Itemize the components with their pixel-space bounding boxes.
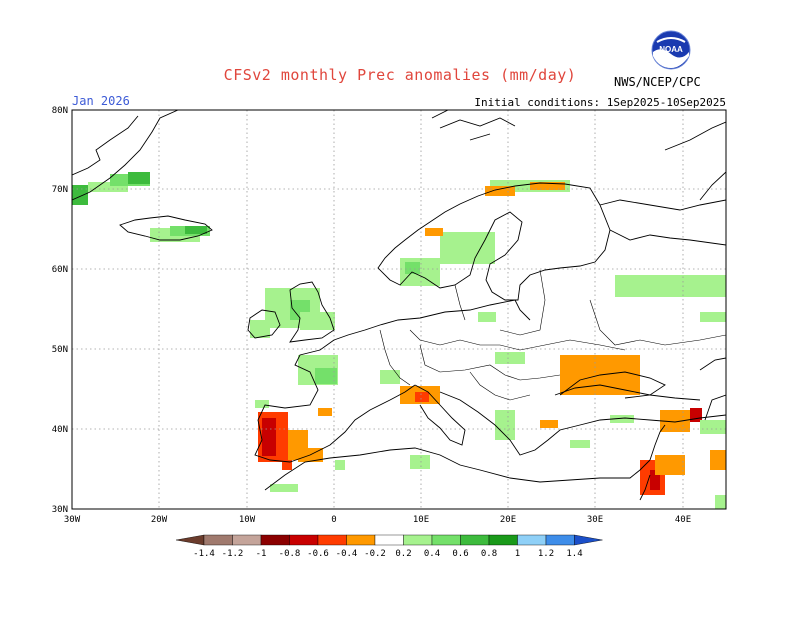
legend-swatch [232,534,262,546]
anomaly-cell [255,400,269,408]
logo-text: NOAA [659,45,683,54]
legend-label: -1.2 [222,549,244,559]
lon-label: 0 [331,515,336,525]
map-background [72,110,726,509]
anomaly-cell [72,185,88,205]
legend-swatch [289,534,319,546]
graticule [72,110,726,509]
legend-label: 0.4 [424,549,440,559]
anomaly-cell [335,460,345,470]
anomaly-cell [530,182,565,190]
lat-label: 50N [52,345,68,355]
anomaly-cell [650,470,660,490]
anomaly-cell [262,418,276,456]
legend-swatch [260,534,290,546]
legend-label: 0.6 [452,549,468,559]
legend-swatch [517,534,547,546]
anomaly-cell [715,495,726,509]
legend-label: -0.6 [307,549,329,559]
country-borders [379,269,726,401]
anomaly-cell [405,262,420,274]
lat-label: 60N [52,265,68,275]
anomaly-cell [415,392,429,402]
legend-swatch [175,534,205,546]
anomaly-cell [270,484,298,492]
anomaly-cell [250,320,270,338]
legend-swatch [346,534,376,546]
anomaly-cell [282,460,292,470]
anomaly-cell [478,312,496,322]
lat-label: 40N [52,425,68,435]
anomaly-cell [380,370,400,384]
legend-label: -0.2 [364,549,386,559]
map-title: CFSv2 monthly Prec anomalies (mm/day) [223,66,577,84]
anomaly-cells [72,172,726,509]
anomaly-cell [700,312,726,322]
latitude-labels: 30N 40N 50N 60N 70N 80N [52,106,68,515]
legend-label: 1.4 [566,549,582,559]
legend-label: -0.8 [279,549,301,559]
lat-label: 80N [52,106,68,116]
legend-swatch [574,534,603,546]
anomaly-cell [570,440,590,448]
anomaly-cell [660,410,690,432]
anomaly-cell [690,408,702,422]
anomaly-cell [318,408,332,416]
anomaly-cell [485,186,515,196]
legend-swatch [545,534,575,546]
anomaly-cell [128,172,150,184]
legend-swatch [203,534,233,546]
lat-label: 70N [52,185,68,195]
legend-label: 1 [515,549,520,559]
lon-label: 30E [587,515,603,525]
agency-label: NWS/NCEP/CPC [614,75,701,89]
legend-label: 0.8 [481,549,497,559]
lon-label: 20W [151,515,168,525]
anomaly-cell [710,450,726,470]
legend-label: 0.2 [395,549,411,559]
color-legend [175,534,603,546]
anomaly-cell [425,228,443,236]
anomaly-cell [605,355,640,375]
legend-swatch [374,534,404,546]
anomaly-cell [315,368,337,384]
anomaly-cell [410,455,430,469]
legend-label: -1.4 [193,549,215,559]
anomaly-cell [495,352,525,364]
noaa-logo-icon: NOAA [651,30,691,70]
anomaly-cell [610,415,634,423]
legend-label: 1.2 [538,549,554,559]
lon-label: 20E [500,515,516,525]
legend-label: -1 [256,549,267,559]
lon-label: 10W [239,515,256,525]
lon-label: 10E [413,515,429,525]
lon-label: 30W [64,515,81,525]
legend-swatch [488,534,518,546]
initial-conditions: Initial conditions: 1Sep2025-10Sep2025 [474,96,726,109]
anomaly-cell [88,182,128,192]
valid-month: Jan 2026 [72,94,130,108]
legend-swatch [403,534,433,546]
anomaly-cell [655,455,685,475]
anomaly-cell [700,420,726,434]
anomaly-cell [300,312,335,330]
coastlines [72,110,726,501]
lon-label: 40E [675,515,691,525]
anomaly-cell [615,275,726,297]
map-frame [71,109,727,510]
legend-swatch [460,534,490,546]
anomaly-cell [495,410,515,440]
longitude-labels: 30W 20W 10W 0 10E 20E 30E 40E [64,515,691,525]
anomaly-cell [540,420,558,428]
lat-label: 30N [52,505,68,515]
legend-label: -0.4 [336,549,358,559]
legend-swatch [431,534,461,546]
legend-swatch [317,534,347,546]
anomaly-cell [185,226,207,234]
color-legend-labels: -1.4 -1.2 -1 -0.8 -0.6 -0.4 -0.2 0.2 0.4 0.6 0.8 1 1… [193,549,582,559]
